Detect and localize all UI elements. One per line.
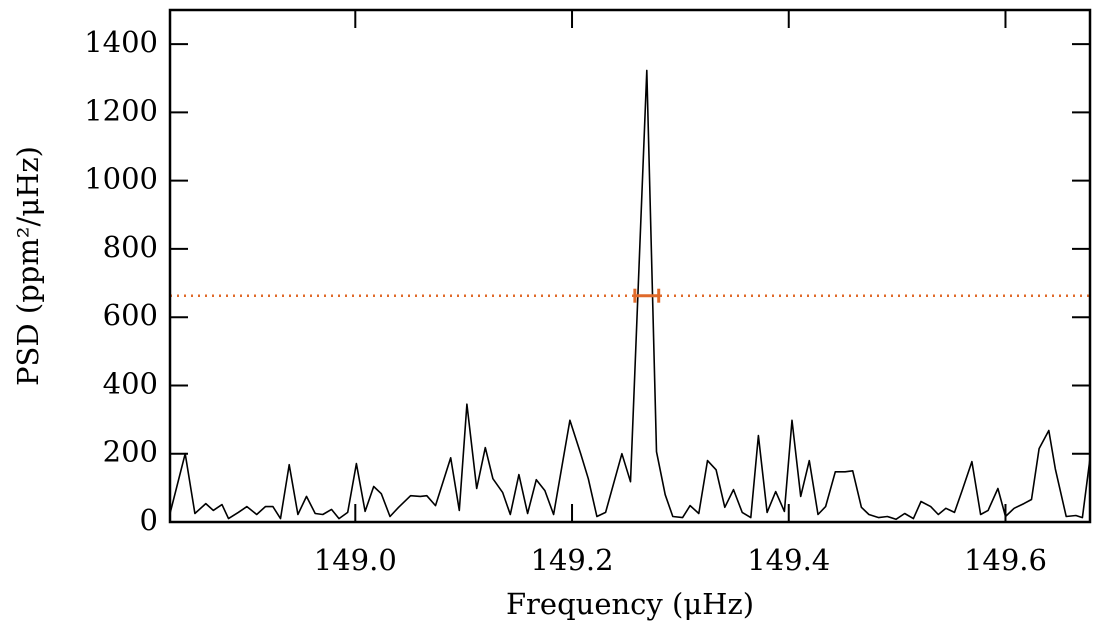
- y-tick-label: 0: [140, 503, 158, 537]
- y-tick-label: 400: [103, 366, 158, 400]
- y-tick-label: 200: [103, 435, 158, 469]
- y-tick-label: 800: [103, 230, 158, 264]
- x-tick-label: 149.6: [964, 543, 1047, 577]
- x-axis-label: Frequency (μHz): [506, 587, 754, 621]
- x-tick-label: 149.0: [314, 543, 397, 577]
- y-axis-label: PSD (ppm²/μHz): [11, 146, 45, 386]
- y-tick-label: 1400: [84, 25, 158, 59]
- psd-line: [169, 69, 1091, 521]
- x-tick-label: 149.2: [531, 543, 614, 577]
- y-tick-label: 1200: [84, 93, 158, 127]
- plot-frame: [168, 8, 1092, 524]
- y-tick-label: 600: [103, 298, 158, 332]
- x-tick-label: 149.4: [747, 543, 830, 577]
- y-tick-label: 1000: [84, 162, 158, 196]
